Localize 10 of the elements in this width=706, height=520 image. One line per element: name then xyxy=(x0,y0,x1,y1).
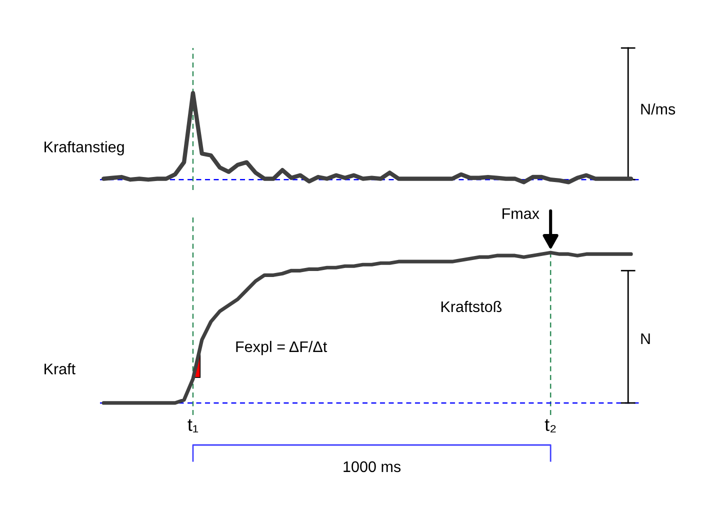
annotation: Fmax xyxy=(502,208,540,220)
text: Kraft xyxy=(44,363,76,374)
text: 1000 ms xyxy=(344,461,401,472)
y-axis-title: N/ms xyxy=(641,103,676,115)
y-axis-title: N xyxy=(641,333,650,344)
annotation: Kraftstoß xyxy=(441,300,502,312)
x-tick-label: t₁ xyxy=(188,419,198,432)
x-tick-label: t₂ xyxy=(544,419,556,432)
annotation: Fexpl = ΔF/Δt xyxy=(236,340,328,356)
series-label: Kraftanstieg xyxy=(44,141,124,156)
